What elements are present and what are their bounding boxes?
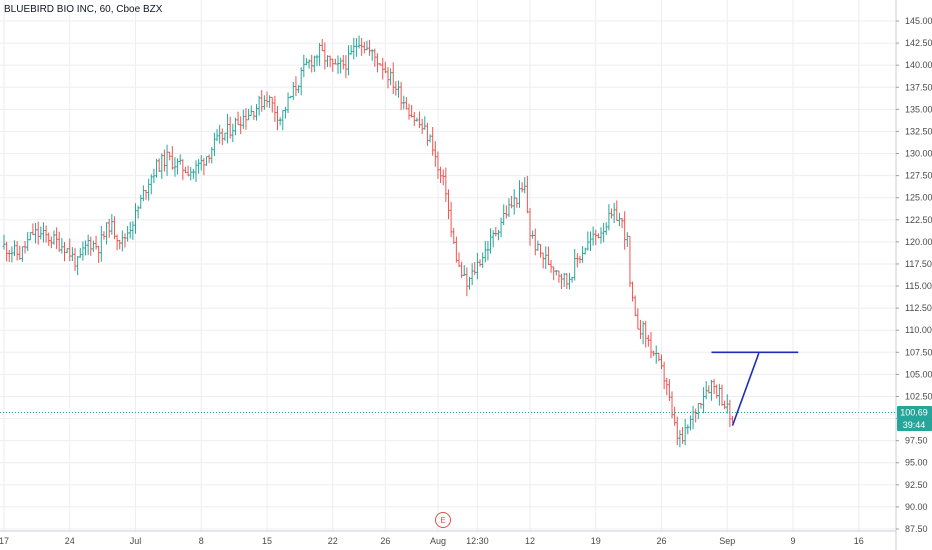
y-tick-label: 95.00 [905, 458, 928, 468]
axes [0, 0, 897, 550]
x-tick-label: 26 [380, 536, 390, 546]
y-tick-label: 115.00 [905, 281, 932, 291]
earnings-icon[interactable] [435, 512, 451, 528]
x-tick-label: Aug [430, 536, 446, 546]
countdown-label: 39:44 [903, 420, 926, 430]
x-tick-label: 26 [656, 536, 666, 546]
y-tick-label: 132.50 [905, 126, 932, 136]
y-tick-label: 142.50 [905, 38, 932, 48]
y-tick-label: 92.50 [905, 480, 928, 490]
y-tick-label: 140.00 [905, 60, 932, 70]
y-tick-label: 107.50 [905, 347, 932, 357]
y-tick-label: 90.00 [905, 502, 928, 512]
grid [0, 0, 896, 531]
y-tick-label: 135.00 [905, 104, 932, 114]
x-tick-label: Sep [719, 536, 735, 546]
y-axis-labels: 145.00 142.50 140.00 137.50 135.00 132.50 130.… [896, 16, 932, 534]
y-tick-label: 112.50 [905, 303, 932, 313]
y-tick-label: 117.50 [905, 259, 932, 269]
y-tick-label: 97.50 [905, 436, 928, 446]
y-tick-label: 102.50 [905, 391, 932, 401]
x-tick-label: 8 [199, 536, 204, 546]
y-tick-label: 130.00 [905, 149, 932, 159]
x-tick-label: Jul [130, 536, 142, 546]
earnings-marker[interactable]: E [435, 512, 451, 528]
y-tick-label: 127.50 [905, 171, 932, 181]
y-tick-label: 145.00 [905, 16, 932, 26]
y-tick-label: 110.00 [905, 325, 932, 335]
earnings-label: E [440, 516, 445, 525]
y-tick-label: 137.50 [905, 82, 932, 92]
y-tick-label: 125.00 [905, 193, 932, 203]
trend-drawing[interactable] [711, 351, 799, 426]
y-tick-label: 120.00 [905, 237, 932, 247]
x-tick-label: 24 [65, 536, 75, 546]
x-tick-label: 19 [591, 536, 601, 546]
y-tick-label: 122.50 [905, 215, 932, 225]
y-tick-label: 105.00 [905, 369, 932, 379]
x-tick-label: 17 [0, 536, 9, 546]
x-tick-label: 22 [328, 536, 338, 546]
chart-title: BLUEBIRD BIO INC, 60, Cboe BZX [4, 4, 163, 15]
y-tick-label: 87.50 [905, 524, 928, 534]
trend-line[interactable] [731, 352, 760, 426]
current-price-badge: 100.69 39:44 [897, 405, 932, 431]
ohlc-bars [2, 35, 734, 448]
x-tick-label: 12:30 [466, 536, 489, 546]
x-tick-label: 9 [790, 536, 795, 546]
x-axis-labels: 17 24 Jul 8 15 22 26 Aug 12:30 12 19 26 Sep 9 16 [0, 536, 864, 546]
current-price-label: 100.69 [900, 407, 928, 417]
x-tick-label: 15 [262, 536, 272, 546]
x-tick-label: 16 [854, 536, 864, 546]
x-tick-label: 12 [525, 536, 535, 546]
